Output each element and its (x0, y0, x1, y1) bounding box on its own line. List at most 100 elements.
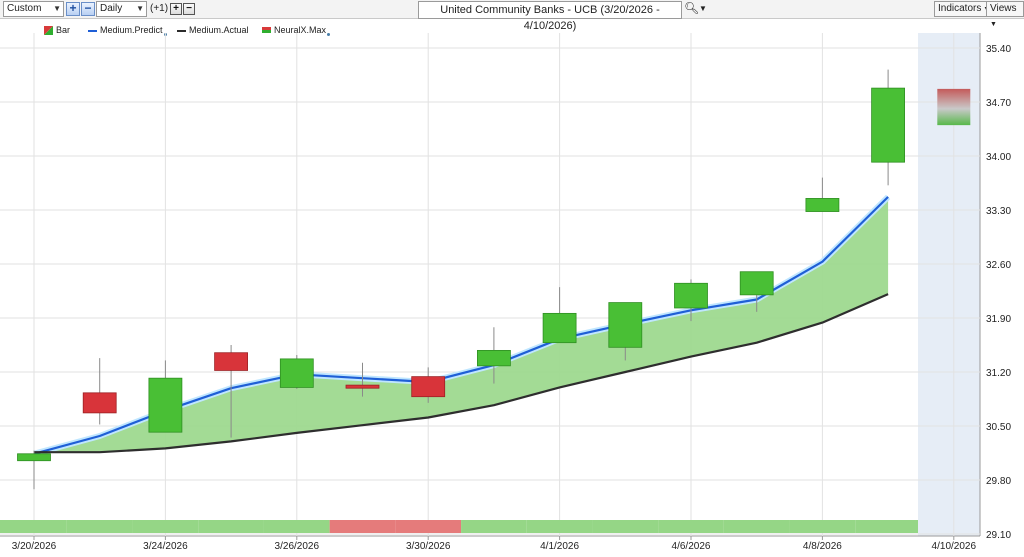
candle-body (279, 358, 314, 388)
legend-item-neuralx-max[interactable]: NeuralX.Max (262, 24, 331, 36)
signal-segment-green (526, 520, 593, 533)
offset-decrease-button[interactable]: − (183, 3, 195, 15)
x-tick-label: 3/20/2026 (12, 541, 57, 552)
zoom-out-button[interactable]: − (81, 2, 95, 16)
chevron-down-icon[interactable]: ▼ (699, 4, 707, 13)
y-tick-label: 31.20 (986, 368, 1011, 379)
signal-segment-green (198, 520, 264, 533)
search-icon[interactable]: 🔍︎ (684, 1, 700, 15)
legend-label: Medium.Predict (100, 25, 163, 35)
interval-select-value: Daily (100, 3, 123, 14)
legend-item-bar[interactable]: Bar (44, 24, 70, 36)
candle-body (82, 392, 117, 414)
signal-segment-green (658, 520, 724, 533)
x-tick-label: 4/8/2026 (803, 541, 842, 552)
candles (17, 69, 905, 490)
range-select[interactable]: Custom ▼ (3, 1, 64, 17)
x-tick-label: 4/6/2026 (672, 541, 711, 552)
y-tick-label: 29.10 (986, 530, 1011, 541)
views-label: Views (990, 3, 1017, 14)
toolbar: Custom ▼ + − Daily ▼ (+1) + − United Com… (0, 0, 1024, 32)
offset-increase-button[interactable]: + (170, 3, 182, 15)
neuralx-swatch-icon (262, 27, 271, 34)
signal-segment-green (461, 520, 527, 533)
y-tick-label: 35.40 (986, 44, 1011, 55)
candle-4/7/2026 (739, 271, 774, 312)
signal-segment-green (132, 520, 199, 533)
candle-body (345, 384, 380, 389)
chart-title: United Community Banks - UCB (3/20/2026 … (440, 4, 660, 32)
signal-strip (0, 520, 918, 533)
signal-segment-green (0, 520, 67, 533)
candle-body (542, 312, 577, 344)
offset-label: (+1) (150, 3, 169, 14)
settings-dot-icon[interactable] (327, 33, 331, 36)
views-button[interactable]: Views ▼ (986, 1, 1024, 28)
signal-segment-green (723, 520, 790, 533)
y-tick-label: 31.90 (986, 314, 1011, 325)
x-tick-label: 3/26/2026 (275, 541, 320, 552)
candle-4/6/2026 (674, 279, 708, 322)
candle-3/24/2026 (148, 360, 183, 433)
candle-body (17, 453, 51, 462)
candle-3/27/2026 (345, 362, 380, 397)
signal-segment-red (395, 520, 462, 533)
candle-3/20/2026 (17, 450, 51, 490)
chevron-down-icon: ▼ (136, 4, 144, 13)
legend-item-medium-actual[interactable]: Medium.Actual (177, 24, 249, 36)
candle-3/30/2026 (411, 367, 446, 403)
candle-body (739, 271, 774, 296)
chevron-down-icon: ▼ (53, 4, 61, 13)
signal-segment-red (329, 520, 396, 533)
candle-3/25/2026 (214, 345, 249, 438)
legend-label: NeuralX.Max (274, 25, 327, 35)
signal-segment-green (789, 520, 856, 533)
y-tick-label: 30.50 (986, 422, 1011, 433)
signal-segment-green (855, 520, 918, 533)
candle-4/2/2026 (608, 302, 643, 361)
indicators-label: Indicators (938, 3, 982, 14)
y-tick-label: 29.80 (986, 476, 1011, 487)
chevron-down-icon: ▼ (990, 21, 997, 28)
line-swatch-icon (177, 30, 186, 33)
medium-actual-line (34, 293, 889, 454)
candle-body (805, 198, 840, 212)
x-axis-ticks: 3/20/2026 3/24/2026 3/26/2026 3/30/2026 4/1/… (12, 536, 977, 552)
range-select-value: Custom (7, 3, 42, 14)
line-swatch-icon (88, 30, 97, 33)
candle-4/9/2026 (871, 69, 905, 186)
x-tick-label: 4/1/2026 (540, 541, 579, 552)
candle-body (148, 377, 183, 433)
candle-body (411, 376, 446, 398)
x-tick-label: 4/10/2026 (932, 541, 977, 552)
y-tick-label: 34.70 (986, 98, 1011, 109)
x-tick-label: 3/30/2026 (406, 541, 451, 552)
y-tick-label: 33.30 (986, 206, 1011, 217)
legend-label: Medium.Actual (189, 25, 249, 35)
candle-body (476, 349, 511, 367)
legend-label: Bar (56, 25, 71, 35)
symbol-title-field[interactable]: United Community Banks - UCB (3/20/2026 … (418, 1, 682, 32)
y-tick-label: 32.60 (986, 260, 1011, 271)
y-axis-ticks: 35.40 34.70 34.00 33.30 32.60 31.90 31.20 30.50… (986, 44, 1011, 541)
candle-4/8/2026 (805, 177, 840, 212)
candle-4/1/2026 (542, 287, 577, 344)
x-tick-label: 3/24/2026 (143, 541, 188, 552)
candle-3/31/2026 (476, 327, 511, 384)
candle-3/23/2026 (82, 358, 117, 425)
signal-segment-green (263, 520, 330, 533)
zoom-in-button[interactable]: + (66, 2, 80, 16)
signal-segment-green (592, 520, 659, 533)
candle-body (871, 87, 905, 163)
bar-swatch-icon (44, 26, 53, 36)
candle-body (608, 302, 643, 348)
interval-select[interactable]: Daily ▼ (96, 1, 147, 17)
candle-3/26/2026 (279, 355, 314, 389)
candle-body (214, 352, 249, 371)
y-tick-label: 34.00 (986, 152, 1011, 163)
candle-body (674, 282, 708, 309)
neuralx-forecast-bar (937, 88, 971, 126)
signal-segment-green (66, 520, 133, 533)
prediction-band (34, 196, 889, 454)
